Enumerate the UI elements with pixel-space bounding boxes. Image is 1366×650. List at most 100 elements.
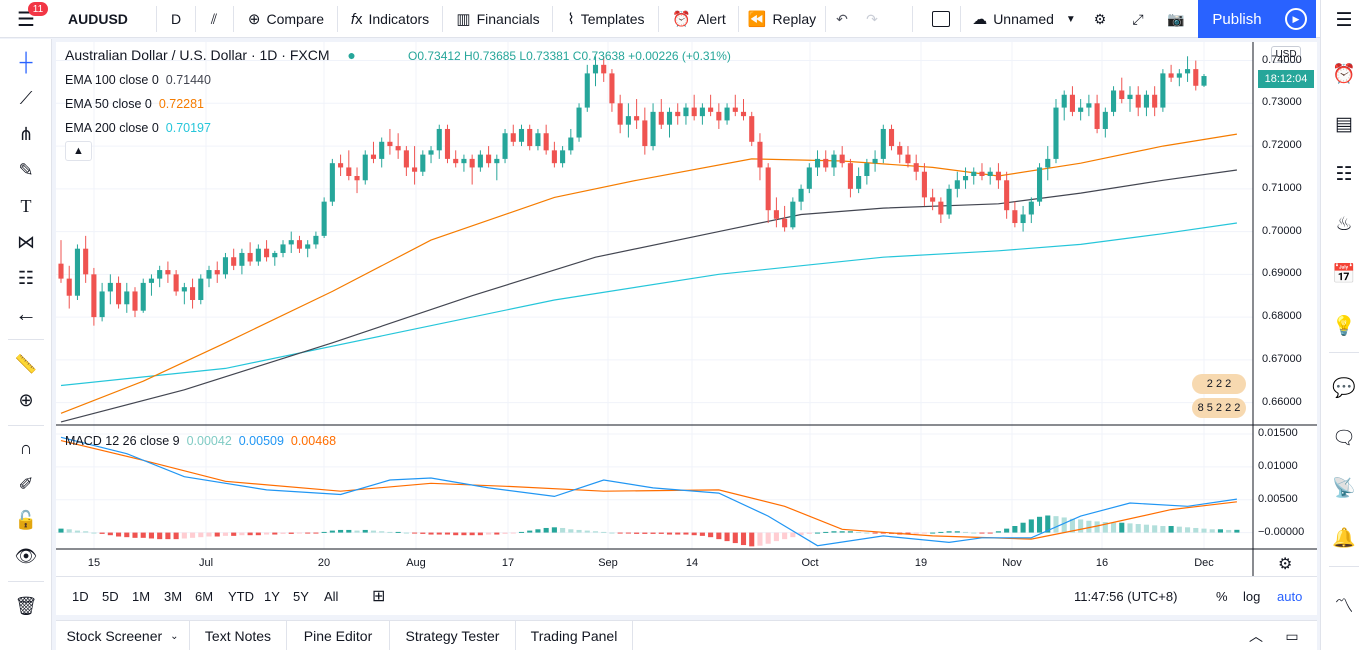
- financials-button[interactable]: ▥ Financials: [446, 0, 550, 38]
- trend-line-tool[interactable]: ⟋: [0, 81, 52, 115]
- prediction-tool[interactable]: ☷: [0, 261, 52, 295]
- range-3m[interactable]: 3M: [164, 588, 183, 604]
- tab-pine-editor[interactable]: Pine Editor: [287, 621, 390, 650]
- auto-toggle[interactable]: auto: [1277, 588, 1303, 604]
- alerts-button[interactable]: ⏰: [1321, 56, 1366, 92]
- text-tool[interactable]: T: [0, 189, 52, 223]
- ema50-legend[interactable]: EMA 50 close 0 0.72281: [65, 97, 204, 111]
- measure-tool[interactable]: 📏: [0, 347, 52, 381]
- macd-histogram-bar: [198, 532, 204, 538]
- brush-tool[interactable]: ✎: [0, 153, 52, 187]
- range-ytd[interactable]: YTD: [228, 588, 254, 604]
- layout-select-button[interactable]: [926, 0, 956, 38]
- data-window-button[interactable]: ▤: [1321, 106, 1366, 142]
- redo-button[interactable]: ↷: [858, 0, 886, 38]
- tab-text-notes[interactable]: Text Notes: [190, 621, 287, 650]
- timezone-clock[interactable]: 11:47:56 (UTC+8): [1074, 588, 1178, 604]
- chart-area[interactable]: Australian Dollar / U.S. Dollar · 1D · F…: [56, 42, 1317, 615]
- candle-body: [740, 111, 747, 117]
- macd-histogram-bar: [132, 532, 138, 538]
- fib-tool[interactable]: ⋔: [0, 117, 52, 151]
- range-all[interactable]: All: [324, 588, 339, 604]
- range-1y[interactable]: 1Y: [264, 588, 280, 604]
- remove-drawings-tool[interactable]: 🗑: [0, 589, 52, 623]
- macd-histogram-bar: [1226, 529, 1232, 533]
- macd-legend[interactable]: MACD 12 26 close 9 0.00042 0.00509 0.004…: [65, 434, 336, 448]
- chart-settings-gear[interactable]: ⚙: [1278, 554, 1292, 574]
- event-marker-1[interactable]: 2 2 2: [1192, 374, 1246, 394]
- public-chats-button[interactable]: 💬: [1321, 370, 1366, 406]
- fire-icon: ♨: [1335, 213, 1353, 235]
- range-5d[interactable]: 5D: [102, 588, 119, 604]
- percent-toggle[interactable]: %: [1216, 588, 1228, 604]
- tab-strategy-tester[interactable]: Strategy Tester: [390, 621, 516, 650]
- stay-drawing-tool[interactable]: ✐: [0, 467, 52, 501]
- log-toggle[interactable]: log: [1243, 588, 1261, 604]
- zoom-tool[interactable]: ⊕: [0, 383, 52, 417]
- interval-button[interactable]: D: [170, 11, 182, 27]
- publish-button[interactable]: Publish: [1198, 0, 1276, 38]
- watchlist-button[interactable]: ☰: [1321, 2, 1366, 38]
- pitchfork-icon: ⋔: [18, 123, 34, 144]
- hide-drawings-tool[interactable]: 👁: [0, 539, 52, 573]
- square-layout-icon: [932, 11, 950, 27]
- range-6m[interactable]: 6M: [195, 588, 214, 604]
- magnet-tool[interactable]: ∩: [0, 431, 52, 465]
- back-tool[interactable]: ←: [0, 297, 52, 331]
- ema100-legend[interactable]: EMA 100 close 0 0.71440: [65, 73, 211, 87]
- candle-body: [321, 201, 327, 236]
- replay-button[interactable]: ⏪ Replay: [742, 0, 822, 38]
- currency-badge[interactable]: USD: [1271, 46, 1301, 63]
- zigzag-icon: 〽: [1334, 595, 1354, 617]
- macd-histogram-bar: [469, 532, 475, 536]
- macd-histogram-bar: [148, 532, 155, 539]
- settings-button[interactable]: ⚙: [1084, 0, 1116, 38]
- macd-histogram-bar: [1135, 524, 1141, 533]
- undo-button[interactable]: ↶: [828, 0, 856, 38]
- range-1d[interactable]: 1D: [72, 588, 89, 604]
- tab-stock-screener[interactable]: Stock Screener ⌄: [56, 621, 190, 650]
- snapshot-button[interactable]: 📷: [1160, 0, 1192, 38]
- tab-trading-panel[interactable]: Trading Panel: [516, 621, 633, 650]
- event-marker-2[interactable]: 8 5 2 2 2: [1192, 398, 1246, 418]
- symbol-search-button[interactable]: AUDUSD: [68, 11, 128, 27]
- goto-date-button[interactable]: ⊞: [372, 577, 385, 615]
- macd-histogram-bar: [658, 532, 664, 534]
- chart-canvas[interactable]: [56, 42, 1317, 576]
- candle-body: [469, 158, 475, 168]
- layout-name-button[interactable]: ☁ Unnamed ▼: [964, 0, 1084, 38]
- collapse-panel-button[interactable]: ︿: [1240, 621, 1272, 650]
- range-1m[interactable]: 1M: [132, 588, 151, 604]
- notifications-button[interactable]: 🔔: [1321, 520, 1366, 556]
- macd-histogram-bar: [214, 532, 220, 537]
- hotlists-button[interactable]: ☷: [1321, 156, 1366, 192]
- pattern-tool[interactable]: ⋈: [0, 225, 52, 259]
- ideas-button[interactable]: 💡: [1321, 308, 1366, 344]
- lock-drawings-tool[interactable]: 🔓: [0, 503, 52, 537]
- private-chats-button[interactable]: 🗨: [1321, 420, 1366, 456]
- compare-button[interactable]: ⊕ Compare: [236, 0, 336, 38]
- maximize-panel-button[interactable]: ▭: [1276, 621, 1308, 650]
- ohlc-values: O0.73412 H0.73685 L0.73381 C0.73638 +0.0…: [408, 49, 731, 63]
- macd-histogram-bar: [91, 532, 97, 534]
- streams-button[interactable]: 📡: [1321, 470, 1366, 506]
- compare-label: Compare: [266, 11, 325, 27]
- macd-histogram-bar: [453, 532, 459, 536]
- trading-button[interactable]: 〽: [1321, 586, 1366, 622]
- candle-body: [568, 137, 574, 151]
- range-5y[interactable]: 5Y: [293, 588, 309, 604]
- alert-button[interactable]: ⏰ Alert: [662, 0, 736, 38]
- collapse-legend-button[interactable]: ▲: [65, 141, 92, 161]
- calendar-button[interactable]: ♨: [1321, 206, 1366, 242]
- indicators-button[interactable]: fx Indicators: [340, 0, 440, 38]
- play-button[interactable]: ▶: [1276, 0, 1316, 38]
- templates-button[interactable]: ⌇ Templates: [556, 0, 656, 38]
- time-tick-label: Nov: [1002, 557, 1022, 569]
- chart-type-button[interactable]: ⫽: [196, 0, 232, 38]
- events-calendar-button[interactable]: 📅: [1321, 256, 1366, 292]
- candle-body: [305, 244, 311, 249]
- brush-icon: ✎: [18, 159, 34, 180]
- crosshair-tool[interactable]: ┼: [0, 45, 52, 79]
- ema200-legend[interactable]: EMA 200 close 0 0.70197: [65, 121, 211, 135]
- fullscreen-button[interactable]: ⤢: [1122, 0, 1154, 38]
